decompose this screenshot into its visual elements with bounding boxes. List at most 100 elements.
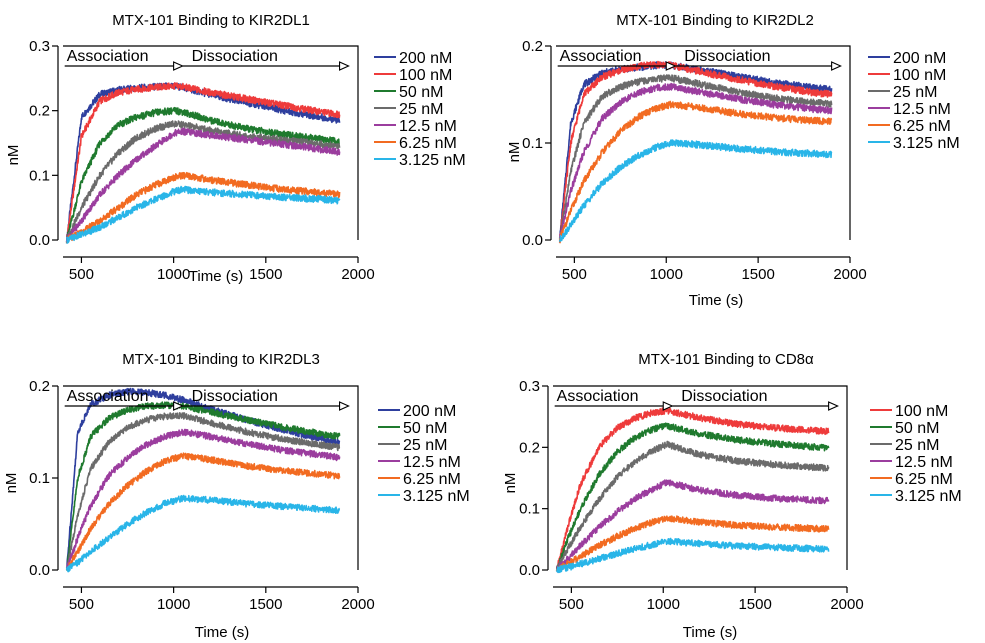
legend-label: 50 nM — [403, 420, 447, 437]
y-tick-label: 0.0 — [29, 562, 50, 579]
x-tick-label: 2000 — [830, 596, 863, 613]
x-axis-label: Time (s) — [683, 624, 737, 641]
dissociation-arrowhead — [828, 401, 839, 411]
association-label: Association — [560, 48, 642, 65]
plot-frame — [553, 385, 848, 570]
legend-label: 100 nM — [895, 403, 948, 420]
x-tick-label: 2000 — [833, 266, 866, 283]
series-line — [558, 139, 833, 243]
dissociation-arrowhead — [339, 61, 350, 71]
chart-panel-kir2dl1: MTX-101 Binding to KIR2DL1 nM Time (s) 0… — [5, 12, 466, 285]
plot-frame — [63, 45, 359, 240]
series-line — [555, 422, 830, 572]
legend-label: 200 nM — [403, 403, 456, 420]
legend-label: 12.5 nM — [399, 118, 457, 135]
series-line — [556, 440, 830, 572]
x-tick-label: 2000 — [341, 266, 374, 283]
association-label: Association — [67, 388, 149, 405]
x-tick-label: 1500 — [738, 596, 771, 613]
series-line — [66, 428, 341, 570]
legend-label: 6.25 nM — [399, 135, 457, 152]
series-group — [558, 60, 833, 244]
chart-title: MTX-101 Binding to KIR2DL3 — [122, 351, 320, 368]
legend-label: 100 nM — [893, 67, 946, 84]
legend-label: 200 nM — [399, 50, 452, 67]
x-tick-label: 1000 — [157, 266, 190, 283]
y-tick-label: 0.1 — [519, 501, 540, 518]
x-tick-label: 1000 — [647, 596, 680, 613]
y-tick-label: 0.2 — [519, 439, 540, 456]
y-axis-label: nM — [5, 145, 22, 166]
legend-label: 25 nM — [893, 84, 937, 101]
dissociation-label: Dissociation — [684, 48, 770, 65]
dissociation-label: Dissociation — [681, 388, 767, 405]
y-tick-label: 0.2 — [29, 378, 50, 395]
series-line — [65, 452, 341, 571]
y-tick-label: 0.1 — [29, 167, 50, 184]
association-arrowhead — [665, 61, 677, 71]
y-tick-label: 0.0 — [29, 232, 50, 249]
legend-label: 12.5 nM — [893, 101, 951, 118]
x-axis-label: Time (s) — [189, 268, 243, 285]
series-line — [65, 106, 341, 244]
x-tick-label: 500 — [69, 596, 94, 613]
chart-title: MTX-101 Binding to KIR2DL2 — [616, 12, 814, 29]
y-tick-label: 0.1 — [522, 135, 543, 152]
dissociation-label: Dissociation — [192, 388, 278, 405]
series-line — [65, 171, 341, 244]
series-line — [65, 82, 341, 243]
y-tick-label: 0.1 — [29, 470, 50, 487]
legend-label: 6.25 nM — [403, 471, 461, 488]
association-arrowhead — [173, 401, 184, 411]
x-tick-label: 1500 — [741, 266, 774, 283]
x-tick-label: 1500 — [249, 266, 282, 283]
x-axis-label: Time (s) — [689, 292, 743, 309]
x-tick-label: 500 — [69, 266, 94, 283]
legend-label: 200 nM — [893, 50, 946, 67]
dissociation-arrowhead — [339, 401, 350, 411]
chart-title: MTX-101 Binding to CD8α — [638, 351, 814, 368]
y-axis-label: nM — [506, 142, 523, 163]
legend-label: 3.125 nM — [895, 488, 962, 505]
y-axis-label: nM — [502, 473, 519, 494]
y-tick-label: 0.2 — [29, 103, 50, 120]
association-label: Association — [67, 48, 149, 65]
series-line — [558, 82, 833, 239]
legend-label: 12.5 nM — [403, 454, 461, 471]
x-tick-label: 1500 — [249, 596, 282, 613]
x-tick-label: 500 — [559, 596, 584, 613]
legend-label: 25 nM — [403, 437, 447, 454]
series-line — [555, 515, 830, 573]
legend-label: 6.25 nM — [893, 118, 951, 135]
association-arrowhead — [173, 61, 184, 71]
series-group — [65, 82, 341, 244]
legend-label: 100 nM — [399, 67, 452, 84]
y-tick-label: 0.3 — [29, 38, 50, 55]
plot-frame — [556, 45, 851, 240]
series-group — [555, 407, 830, 574]
y-tick-label: 0.0 — [519, 562, 540, 579]
legend-label: 50 nM — [895, 420, 939, 437]
series-line — [65, 185, 341, 244]
series-group — [65, 387, 341, 573]
y-tick-label: 0.0 — [522, 232, 543, 249]
series-line — [65, 412, 341, 571]
legend-label: 12.5 nM — [895, 454, 953, 471]
series-line — [555, 479, 830, 573]
x-tick-label: 2000 — [341, 596, 374, 613]
legend-label: 50 nM — [399, 84, 443, 101]
series-line — [65, 127, 341, 243]
chart-panel-kir2dl3: MTX-101 Binding to KIR2DL3 nM Time (s) 0… — [3, 351, 470, 641]
series-line — [558, 100, 833, 244]
series-line — [556, 537, 830, 574]
series-line — [65, 494, 341, 573]
chart-title: MTX-101 Binding to KIR2DL1 — [112, 12, 310, 29]
series-line — [65, 401, 341, 571]
dissociation-label: Dissociation — [192, 48, 278, 65]
x-tick-label: 1000 — [650, 266, 683, 283]
plot-frame — [63, 385, 359, 570]
association-arrowhead — [662, 401, 674, 411]
dissociation-arrowhead — [831, 61, 842, 71]
x-tick-label: 500 — [562, 266, 587, 283]
